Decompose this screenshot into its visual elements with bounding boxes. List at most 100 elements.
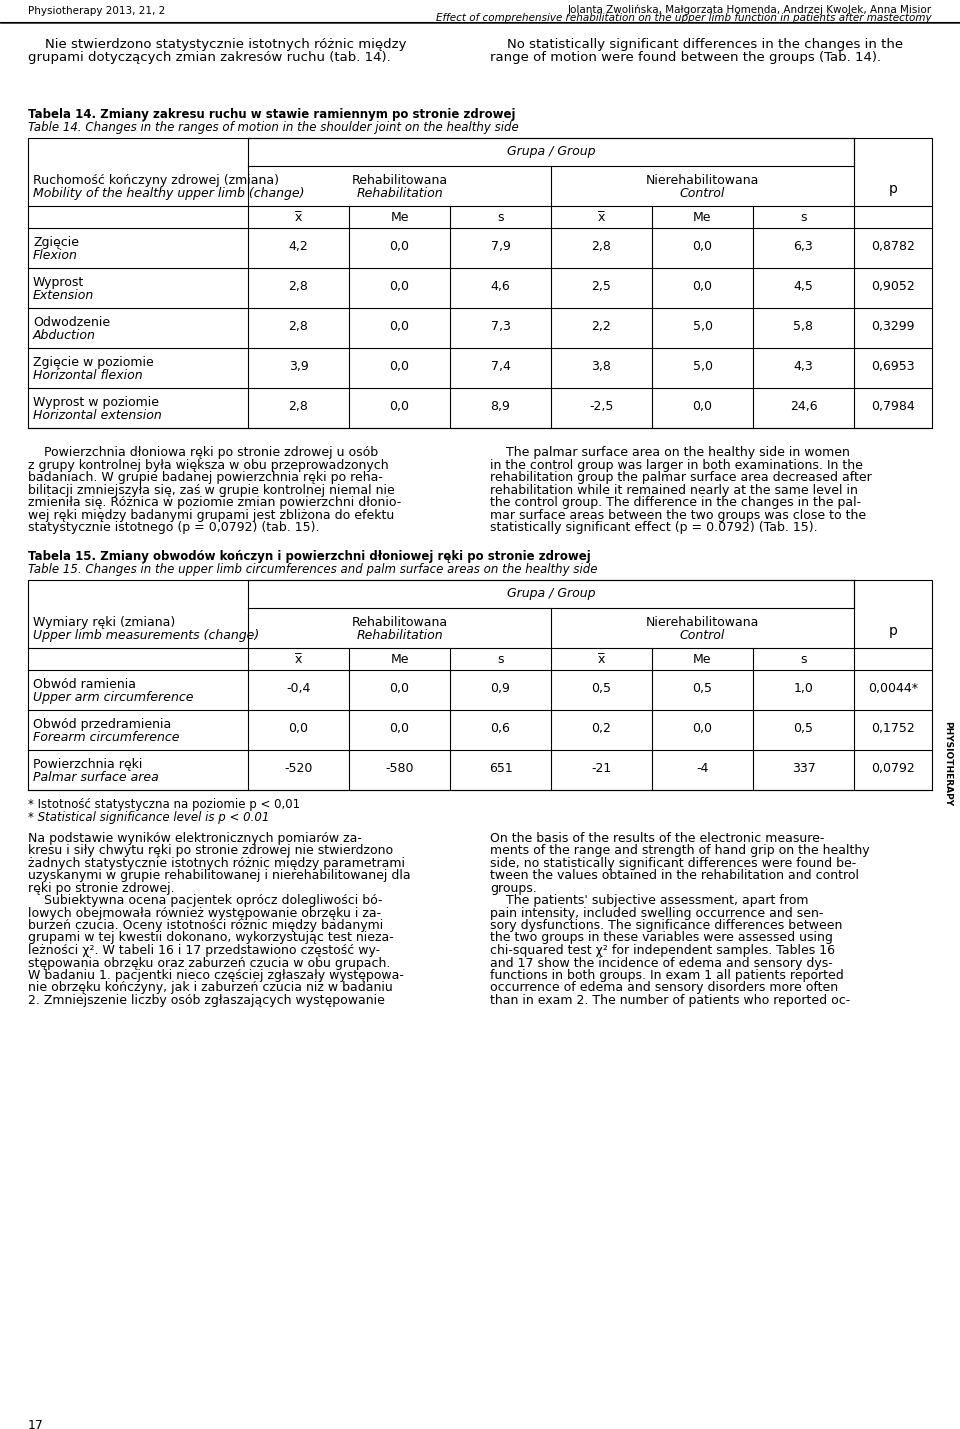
Text: the control group. The difference in the changes in the pal-: the control group. The difference in the… [490,496,861,509]
Text: 0,0: 0,0 [390,682,410,694]
Text: 3,9: 3,9 [289,360,308,373]
Text: pain intensity, included swelling occurrence and sen-: pain intensity, included swelling occurr… [490,906,824,919]
Text: Me: Me [391,653,409,666]
Text: Rehabilitation: Rehabilitation [356,187,443,200]
Text: 0,0: 0,0 [390,240,410,253]
Text: Control: Control [680,187,725,200]
Text: nie obrzęku kończyny, jak i zaburzeń czucia niż w badaniu: nie obrzęku kończyny, jak i zaburzeń czu… [28,982,393,995]
Text: the two groups in these variables were assessed using: the two groups in these variables were a… [490,932,833,945]
Text: Ruchomość kończyny zdrowej (zmiana): Ruchomość kończyny zdrowej (zmiana) [33,174,279,187]
Text: 0,0: 0,0 [390,320,410,333]
Text: uzyskanymi w grupie rehabilitowanej i nierehabilitowanej dla: uzyskanymi w grupie rehabilitowanej i ni… [28,869,411,882]
Text: p: p [889,623,898,637]
Text: 0,0: 0,0 [692,280,712,293]
Text: The palmar surface area on the healthy side in women: The palmar surface area on the healthy s… [490,446,850,459]
Text: x̅: x̅ [295,211,302,224]
Text: * Istotność statystyczna na poziomie p < 0,01: * Istotność statystyczna na poziomie p <… [28,797,300,810]
Text: Physiotherapy 2013, 21, 2: Physiotherapy 2013, 21, 2 [28,6,165,16]
Text: 1,0: 1,0 [794,682,813,694]
Text: statistically significant effect (p = 0.0792) (Tab. 15).: statistically significant effect (p = 0.… [490,522,818,534]
Text: Rehabilitowana: Rehabilitowana [351,616,447,629]
Text: Na podstawie wyników elektronicznych pomiarów za-: Na podstawie wyników elektronicznych pom… [28,832,362,845]
Text: Me: Me [391,211,409,224]
Text: 0,2: 0,2 [591,722,612,735]
Text: Wyprost w poziomie: Wyprost w poziomie [33,396,159,409]
Text: -0,4: -0,4 [286,682,311,694]
Text: 2,8: 2,8 [591,240,612,253]
Text: Obwód ramienia: Obwód ramienia [33,677,136,690]
Text: 5,0: 5,0 [692,360,712,373]
Text: Nierehabilitowana: Nierehabilitowana [646,616,759,629]
Text: grupami dotyczących zmian zakresów ruchu (tab. 14).: grupami dotyczących zmian zakresów ruchu… [28,51,391,64]
Text: rehabilitation group the palmar surface area decreased after: rehabilitation group the palmar surface … [490,472,872,484]
Text: 2,8: 2,8 [289,320,308,333]
Text: 2. Zmniejszenie liczby osób zgłaszających występowanie: 2. Zmniejszenie liczby osób zgłaszającyc… [28,995,385,1007]
Text: On the basis of the results of the electronic measure-: On the basis of the results of the elect… [490,832,825,845]
Text: Jolanta Zwolińska, Małgorzata Homenda, Andrzej Kwolek, Anna Misior: Jolanta Zwolińska, Małgorzata Homenda, A… [568,4,932,14]
Text: statystycznie istotnego (p = 0,0792) (tab. 15).: statystycznie istotnego (p = 0,0792) (ta… [28,522,320,534]
Text: 3,8: 3,8 [591,360,612,373]
Text: 651: 651 [489,762,513,775]
Text: 337: 337 [792,762,815,775]
Text: 0,0792: 0,0792 [871,762,915,775]
Text: burzeń czucia. Oceny istotności różnic między badanymi: burzeń czucia. Oceny istotności różnic m… [28,919,383,932]
Text: Odwodzenie: Odwodzenie [33,316,110,329]
Text: 4,5: 4,5 [794,280,813,293]
Text: 0,5: 0,5 [692,682,712,694]
Text: 4,3: 4,3 [794,360,813,373]
Text: Forearm circumference: Forearm circumference [33,730,180,743]
Text: * Statistical significance level is p < 0.01: * Statistical significance level is p < … [28,810,270,823]
Text: -21: -21 [591,762,612,775]
Text: 2,2: 2,2 [591,320,612,333]
Text: occurrence of edema and sensory disorders more often: occurrence of edema and sensory disorder… [490,982,838,995]
Text: 0,5: 0,5 [794,722,813,735]
Text: badaniach. W grupie badanej powierzchnia ręki po reha-: badaniach. W grupie badanej powierzchnia… [28,472,383,484]
Text: side, no statistically significant differences were found be-: side, no statistically significant diffe… [490,856,856,869]
Text: 2,8: 2,8 [289,280,308,293]
Text: Nierehabilitowana: Nierehabilitowana [646,174,759,187]
Text: 0,9: 0,9 [491,682,511,694]
Text: -580: -580 [385,762,414,775]
Text: 5,8: 5,8 [794,320,813,333]
Text: Rehabilitowana: Rehabilitowana [351,174,447,187]
Text: in the control group was larger in both examinations. In the: in the control group was larger in both … [490,459,863,472]
Text: żadnych statystycznie istotnych różnic między parametrami: żadnych statystycznie istotnych różnic m… [28,856,405,869]
Text: Flexion: Flexion [33,249,78,262]
Text: stępowania obrzęku oraz zaburzeń czucia w obu grupach.: stępowania obrzęku oraz zaburzeń czucia … [28,956,391,969]
Text: Nie stwierdzono statystycznie istotnych różnic między: Nie stwierdzono statystycznie istotnych … [28,39,406,51]
Text: 0,1752: 0,1752 [871,722,915,735]
Text: Zgięcie: Zgięcie [33,236,79,249]
Text: Tabela 14. Zmiany zakresu ruchu w stawie ramiennym po stronie zdrowej: Tabela 14. Zmiany zakresu ruchu w stawie… [28,109,516,121]
Text: 0,0: 0,0 [692,240,712,253]
Text: PHYSIOTHERAPY: PHYSIOTHERAPY [944,722,952,806]
Text: 2,8: 2,8 [289,400,308,413]
Text: chi-squared test χ² for independent samples. Tables 16: chi-squared test χ² for independent samp… [490,945,835,957]
Text: 8,9: 8,9 [491,400,511,413]
Text: 0,0044*: 0,0044* [868,682,918,694]
Text: 0,3299: 0,3299 [872,320,915,333]
Text: Mobility of the healthy upper limb (change): Mobility of the healthy upper limb (chan… [33,187,304,200]
Text: 0,7984: 0,7984 [871,400,915,413]
Text: Wymiary ręki (zmiana): Wymiary ręki (zmiana) [33,616,176,629]
Text: W badaniu 1. pacjentki nieco częściej zgłaszały występowa-: W badaniu 1. pacjentki nieco częściej zg… [28,969,404,982]
Text: kresu i siły chwytu ręki po stronie zdrowej nie stwierdzono: kresu i siły chwytu ręki po stronie zdro… [28,845,394,857]
Text: 24,6: 24,6 [790,400,817,413]
Text: 0,6: 0,6 [491,722,511,735]
Text: -520: -520 [284,762,313,775]
Text: 0,9052: 0,9052 [871,280,915,293]
Text: -2,5: -2,5 [589,400,613,413]
Text: Table 15. Changes in the upper limb circumferences and palm surface areas on the: Table 15. Changes in the upper limb circ… [28,563,597,576]
Text: Control: Control [680,629,725,642]
Text: 6,3: 6,3 [794,240,813,253]
Text: 4,2: 4,2 [289,240,308,253]
Text: 0,0: 0,0 [390,400,410,413]
Text: Grupa / Group: Grupa / Group [507,144,595,159]
Text: Subiektywna ocena pacjentek oprócz dolegliwości bó-: Subiektywna ocena pacjentek oprócz doleg… [28,895,382,907]
Bar [28,139,932,429]
Text: 5,0: 5,0 [692,320,712,333]
Text: Effect of comprehensive rehabilitation on the upper limb function in patients af: Effect of comprehensive rehabilitation o… [437,13,932,23]
Text: s: s [801,653,806,666]
Bar [28,580,932,789]
Text: Palmar surface area: Palmar surface area [33,770,158,783]
Text: tween the values obtained in the rehabilitation and control: tween the values obtained in the rehabil… [490,869,859,882]
